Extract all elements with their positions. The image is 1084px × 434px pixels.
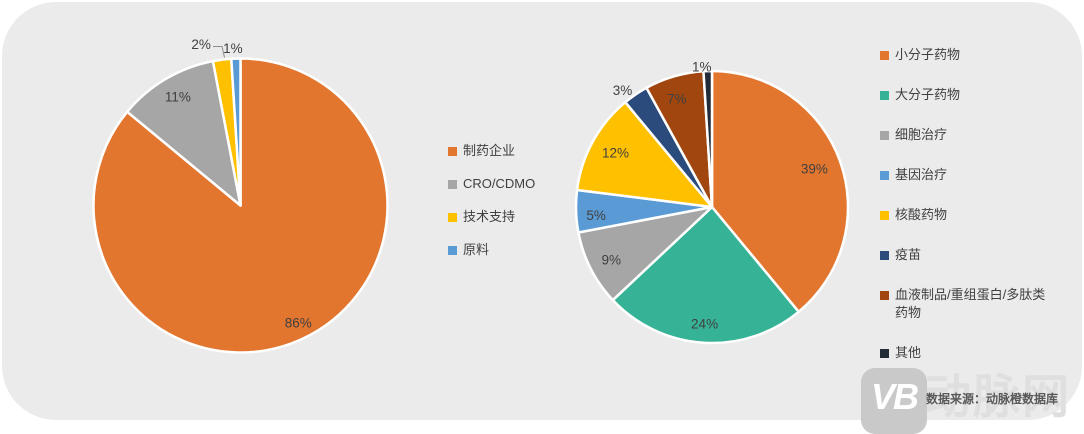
label-leader-line (213, 46, 225, 58)
legend-item: 原料 (448, 241, 568, 259)
pie-slice (611, 205, 800, 345)
vb-logo-icon: VB (861, 368, 927, 434)
legend-label: 大分子药物 (895, 87, 961, 102)
legend-label: 血液制品/重组蛋白/多肽类药物 (895, 287, 1046, 320)
percent-label: 7% (667, 91, 687, 106)
legend-label: 疫苗 (895, 247, 922, 262)
legend-swatch-icon (448, 246, 457, 255)
pie-slice (710, 69, 850, 314)
legend-item: CRO/CDMO (448, 175, 568, 193)
watermark-brand-text: 动脉网 (924, 370, 1071, 423)
legend-label: 核酸药物 (895, 207, 948, 222)
pie-chart-right: 39% 24% 9% 5% 12% 3% 7% 1% (574, 60, 850, 345)
pie-slice (575, 100, 714, 209)
legend-label: 制药企业 (463, 143, 516, 158)
percent-label: 24% (691, 317, 718, 332)
percent-label: 2% (191, 37, 211, 52)
legend-item: 疫苗 (880, 246, 1052, 264)
percent-label: 12% (602, 145, 629, 160)
legend-right: 小分子药物大分子药物细胞治疗基因治疗核酸药物疫苗血液制品/重组蛋白/多肽类药物其… (880, 46, 1052, 362)
legend-swatch-icon (880, 171, 889, 180)
legend-item: 小分子药物 (880, 46, 1052, 64)
legend-swatch-icon (880, 349, 889, 358)
percent-label: 9% (601, 252, 621, 267)
pie-slice (702, 69, 714, 209)
percent-label: 5% (586, 208, 606, 223)
pie-chart-left: 86% 11% 2% 1% (92, 37, 389, 354)
legend-label: 其他 (895, 345, 922, 360)
legend-item: 大分子药物 (880, 86, 1052, 104)
legend-swatch-icon (448, 213, 457, 222)
legend-label: 小分子药物 (895, 47, 961, 62)
legend-item: 血液制品/重组蛋白/多肽类药物 (880, 286, 1052, 322)
legend-swatch-icon (448, 180, 457, 189)
legend-item: 制药企业 (448, 142, 568, 160)
legend-swatch-icon (880, 131, 889, 140)
percent-label: 39% (801, 162, 828, 177)
legend-swatch-icon (880, 211, 889, 220)
legend-item: 细胞治疗 (880, 126, 1052, 144)
legend-label: 原料 (463, 242, 490, 257)
percent-label: 86% (285, 315, 312, 330)
legend-label: 技术支持 (463, 209, 516, 224)
legend-left: 制药企业 CRO/CDMO 技术支持原料 (448, 142, 568, 259)
legend-swatch-icon (448, 147, 457, 156)
vb-logo-letters: VB (870, 376, 919, 417)
legend-item: 基因治疗 (880, 166, 1052, 184)
legend-swatch-icon (880, 51, 889, 60)
legend-item: 其他 (880, 344, 1052, 362)
pie-slice (230, 57, 242, 207)
percent-label: 1% (223, 41, 243, 56)
pie-slice (125, 59, 242, 207)
legend-label: 基因治疗 (895, 167, 948, 182)
legend-label: CRO/CDMO (463, 176, 536, 191)
legend-swatch-icon (880, 251, 889, 260)
legend-label: 细胞治疗 (895, 127, 948, 142)
legend-item: 技术支持 (448, 208, 568, 226)
percent-label: 1% (692, 60, 712, 75)
percent-label: 11% (165, 90, 191, 105)
source-note: 数据来源：动脉橙数据库 (926, 392, 1059, 406)
legend-swatch-icon (880, 291, 889, 300)
legend-item: 核酸药物 (880, 206, 1052, 224)
percent-label: 3% (613, 83, 633, 98)
legend-swatch-icon (880, 91, 889, 100)
